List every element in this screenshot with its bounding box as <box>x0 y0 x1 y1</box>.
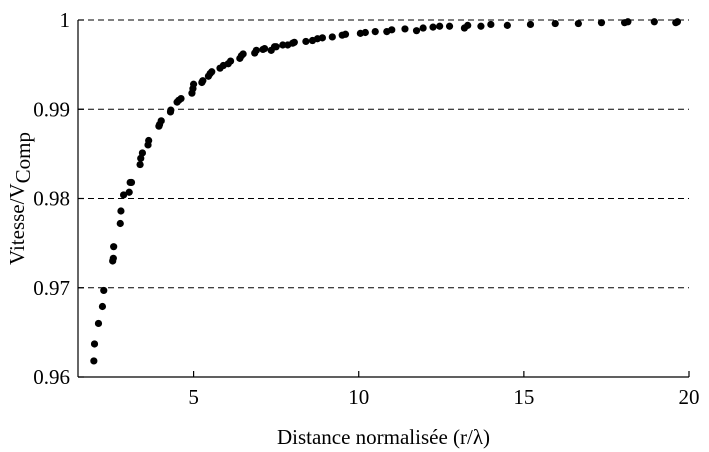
data-point <box>526 20 535 29</box>
data-point <box>328 33 336 41</box>
data-point <box>318 34 326 42</box>
data-point <box>419 24 427 32</box>
y-axis-label: Vitesse/VComp <box>5 132 35 265</box>
y-tick-label: 0.99 <box>33 97 70 121</box>
data-point <box>177 94 185 103</box>
y-axis-label-subscript: Comp <box>11 132 35 183</box>
data-point <box>624 18 632 26</box>
data-point <box>551 19 559 28</box>
data-point <box>136 160 144 169</box>
data-point <box>110 243 118 251</box>
data-point <box>117 207 125 215</box>
data-point <box>429 23 437 31</box>
data-point <box>574 19 582 28</box>
data-point <box>436 22 444 30</box>
data-point <box>90 357 98 365</box>
y-tick-label: 0.96 <box>33 365 70 389</box>
data-point <box>252 46 260 54</box>
data-point <box>487 20 495 29</box>
axes <box>77 19 690 378</box>
data-point <box>341 30 350 38</box>
data-point <box>477 22 485 30</box>
x-tick-label: 15 <box>513 385 534 409</box>
data-point <box>125 188 133 196</box>
data-point <box>189 80 198 88</box>
grid-lines <box>78 19 689 289</box>
data-points <box>90 18 682 365</box>
data-point <box>239 50 247 58</box>
data-point <box>199 77 207 85</box>
data-point <box>279 41 287 49</box>
y-axis-label-base: Vitesse/V <box>5 183 29 265</box>
data-point <box>145 136 153 145</box>
data-point <box>412 27 421 35</box>
data-point <box>272 43 280 51</box>
data-point <box>157 117 165 125</box>
x-tick-label: 5 <box>188 385 199 409</box>
y-tick-label: 1 <box>60 8 71 32</box>
data-point <box>100 286 108 295</box>
data-point <box>119 191 128 199</box>
data-point <box>90 340 99 348</box>
data-point <box>98 302 107 311</box>
data-point <box>226 57 235 65</box>
data-point <box>650 18 658 26</box>
data-point <box>116 219 124 228</box>
data-point <box>208 68 216 76</box>
data-point <box>597 19 606 27</box>
data-point <box>503 21 511 29</box>
data-point <box>361 28 369 37</box>
data-point <box>94 319 103 328</box>
data-point <box>388 26 396 34</box>
data-point <box>261 44 269 53</box>
data-point <box>371 28 379 36</box>
data-point <box>127 178 136 187</box>
data-point <box>302 37 310 46</box>
data-point <box>673 18 682 26</box>
x-axis-label: Distance normalisée (r/λ) <box>277 425 490 449</box>
y-tick-label: 0.98 <box>33 187 70 211</box>
y-tick-label: 0.97 <box>33 276 70 300</box>
data-point <box>401 25 409 33</box>
data-point <box>109 254 117 262</box>
data-point <box>167 106 175 114</box>
data-point <box>290 38 298 46</box>
x-tick-label: 20 <box>679 385 700 409</box>
x-tick-label: 10 <box>348 385 369 409</box>
data-point <box>138 149 146 157</box>
data-point <box>445 22 454 30</box>
data-point <box>464 21 472 29</box>
